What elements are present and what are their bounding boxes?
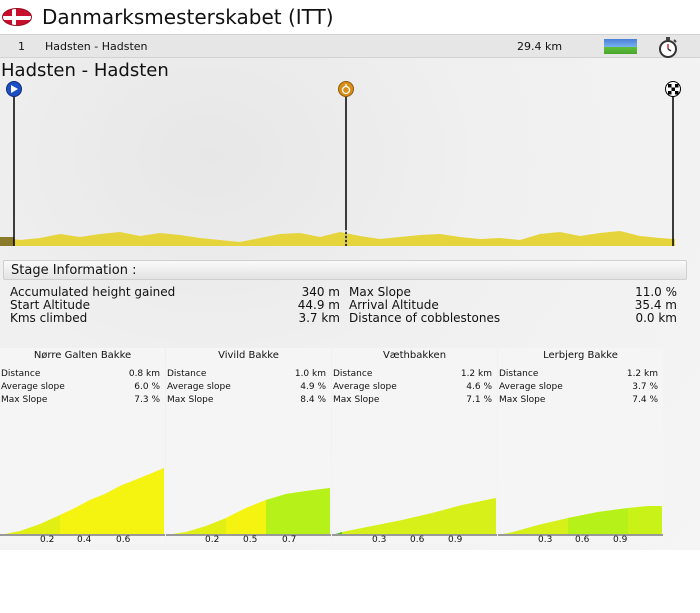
climb-avg-label: Average slope [499,382,563,392]
stage-distance: 29.4 km [517,40,563,53]
climb-avg-value: 4.9 % [300,382,326,392]
info-value-height-gained: 340 m [301,285,340,299]
climb-profile-chart [0,468,165,536]
climb-tick: 0.5 [243,535,258,545]
climb-distance-label: Distance [167,369,207,379]
profile-title: Hadsten - Hadsten [1,60,169,81]
climb-distance-label: Distance [333,369,373,379]
climb-max-label: Max Slope [167,395,214,405]
denmark-flag-icon [2,8,32,26]
climb-card[interactable]: Væthbakken Distance 1.2 km Average slope… [332,348,497,545]
climb-tick: 0.7 [282,535,297,545]
climb-profile-chart [166,488,331,536]
climb-avg-label: Average slope [333,382,397,392]
stage-info-header: Stage Information : [3,260,687,280]
info-label-start-altitude: Start Altitude [10,298,91,312]
climb-name: Væthbakken [382,350,447,361]
info-value-start-altitude: 44.9 m [297,298,340,312]
climb-distance-value: 1.2 km [460,369,492,379]
climb-tick: 0.2 [205,535,220,545]
climb-max-value: 7.1 % [466,395,492,405]
climb-tick: 0.3 [372,535,387,545]
climb-max-value: 8.4 % [300,395,326,405]
info-value-kms-climbed: 3.7 km [298,311,340,325]
climb-max-value: 7.3 % [134,395,160,405]
climb-distance-value: 0.8 km [128,369,160,379]
climb-distance-value: 1.2 km [626,369,658,379]
stage-row[interactable]: 1 Hadsten - Hadsten 29.4 km [0,34,700,58]
climb-avg-label: Average slope [1,382,65,392]
profile-elevation-area [0,231,675,246]
climb-name: Nørre Galten Bakke [33,350,132,361]
info-value-arrival-altitude: 35.4 m [634,298,677,312]
stage-profile-chart [0,81,681,246]
climb-avg-value: 3.7 % [632,382,658,392]
info-label-arrival-altitude: Arrival Altitude [349,298,439,312]
stage-route: Hadsten - Hadsten [45,40,148,53]
intermediate-time-marker-icon [338,81,354,97]
info-value-max-slope: 11.0 % [635,285,677,299]
climb-avg-value: 4.6 % [466,382,492,392]
climb-max-label: Max Slope [333,395,380,405]
climb-profile-chart [332,498,497,536]
flat-stage-icon [604,39,637,54]
climb-tick: 0.6 [116,535,131,545]
info-label-cobblestones: Distance of cobblestones [349,311,501,325]
climb-tick: 0.6 [410,535,425,545]
start-marker-icon [6,81,22,97]
info-value-cobblestones: 0.0 km [635,311,677,325]
climb-card[interactable]: Lerbjerg Bakke Distance 1.2 km Average s… [498,348,663,545]
climb-tick: 0.3 [538,535,553,545]
climb-tick: 0.4 [77,535,92,545]
climb-max-label: Max Slope [1,395,48,405]
climb-distance-label: Distance [499,369,539,379]
climb-distance-value: 1.0 km [294,369,326,379]
climb-profile-chart [498,506,663,536]
race-header: Danmarksmesterskabet (ITT) [0,0,700,34]
climb-tick: 0.9 [448,535,463,545]
climb-tick: 0.6 [575,535,590,545]
climb-max-value: 7.4 % [632,395,658,405]
stopwatch-icon [659,37,677,58]
climb-avg-value: 6.0 % [134,382,160,392]
climb-tick: 0.2 [40,535,55,545]
climb-avg-label: Average slope [167,382,231,392]
info-label-height-gained: Accumulated height gained [10,285,176,299]
info-label-max-slope: Max Slope [349,285,411,299]
climb-card[interactable]: Nørre Galten Bakke Distance 0.8 km Avera… [0,348,165,545]
profile-start-base [0,237,14,246]
climb-name: Vivild Bakke [218,350,279,361]
climb-name: Lerbjerg Bakke [543,350,618,361]
climb-distance-label: Distance [1,369,41,379]
finish-flag-icon [665,81,681,97]
race-title: Danmarksmesterskabet (ITT) [42,5,334,29]
stage-number: 1 [18,40,25,53]
info-label-kms-climbed: Kms climbed [10,311,88,325]
climb-card[interactable]: Vivild Bakke Distance 1.0 km Average slo… [166,348,331,545]
climb-tick: 0.9 [613,535,628,545]
climb-max-label: Max Slope [499,395,546,405]
